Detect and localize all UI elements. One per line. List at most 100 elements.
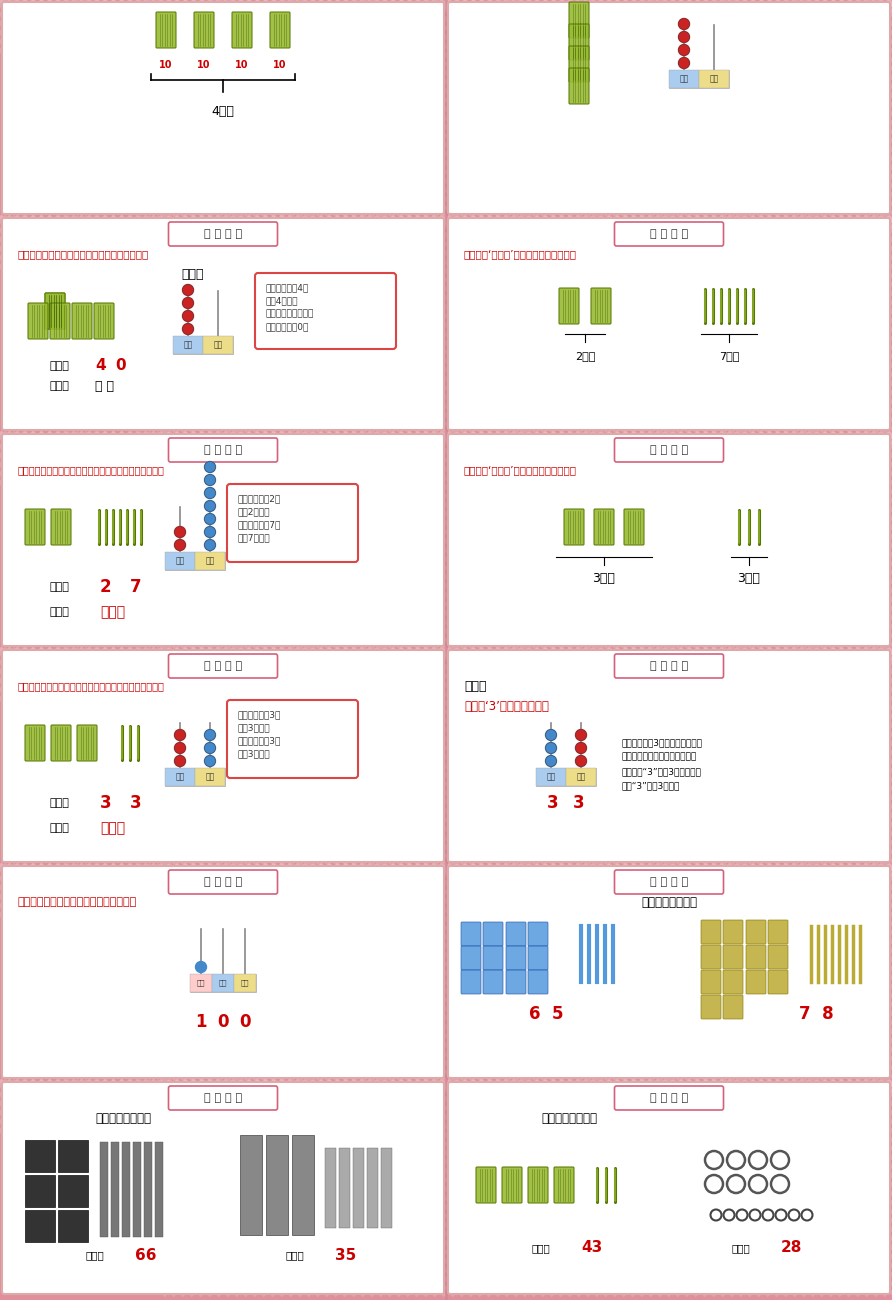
FancyBboxPatch shape bbox=[72, 303, 92, 339]
Text: 想一想：‘二十七’借助小棒怎样表示呢？: 想一想：‘二十七’借助小棒怎样表示呢？ bbox=[464, 250, 577, 259]
Text: 10: 10 bbox=[273, 60, 286, 70]
Circle shape bbox=[204, 526, 216, 537]
Circle shape bbox=[546, 729, 557, 741]
FancyBboxPatch shape bbox=[169, 870, 277, 894]
FancyBboxPatch shape bbox=[723, 994, 743, 1019]
Bar bbox=[195, 768, 225, 786]
Text: 数一数，写一写。: 数一数，写一写。 bbox=[641, 896, 697, 909]
FancyBboxPatch shape bbox=[701, 945, 721, 968]
Circle shape bbox=[183, 298, 194, 308]
Text: 先在十位上其4，: 先在十位上其4， bbox=[265, 283, 309, 292]
Text: 写作：: 写作： bbox=[531, 1243, 549, 1253]
Bar bbox=[173, 335, 203, 354]
Text: 课 堂 练 习: 课 堂 练 习 bbox=[650, 878, 688, 887]
FancyBboxPatch shape bbox=[624, 510, 644, 545]
FancyBboxPatch shape bbox=[194, 12, 214, 48]
Bar bbox=[699, 70, 729, 88]
FancyBboxPatch shape bbox=[169, 1086, 277, 1110]
FancyBboxPatch shape bbox=[701, 920, 721, 944]
Text: 7个一: 7个一 bbox=[719, 351, 739, 361]
Bar bbox=[669, 70, 729, 88]
Text: 表示7个一。: 表示7个一。 bbox=[237, 533, 269, 542]
Bar bbox=[367, 1148, 378, 1228]
Bar bbox=[190, 974, 212, 992]
FancyBboxPatch shape bbox=[461, 922, 481, 946]
Text: 写作：: 写作： bbox=[50, 361, 70, 370]
FancyBboxPatch shape bbox=[255, 273, 396, 348]
Text: 个位: 个位 bbox=[241, 980, 249, 987]
Circle shape bbox=[546, 755, 557, 767]
Text: 先在十位上其3，: 先在十位上其3， bbox=[237, 711, 280, 719]
Text: 虽然都是数字3，但是放在不同的
数位上表示的意思也不一样。十
位数上的“3”表示3个十，个位
上的“3”表示3个一。: 虽然都是数字3，但是放在不同的 数位上表示的意思也不一样。十 位数上的“3”表示… bbox=[621, 738, 702, 790]
Circle shape bbox=[195, 962, 207, 972]
Text: 个位: 个位 bbox=[709, 74, 719, 83]
FancyBboxPatch shape bbox=[746, 945, 766, 968]
Text: 个位上一个也没有，: 个位上一个也没有， bbox=[265, 309, 313, 318]
Circle shape bbox=[204, 514, 216, 524]
Circle shape bbox=[204, 474, 216, 485]
Text: 十位: 十位 bbox=[547, 772, 556, 781]
Text: 新 知 探 究: 新 知 探 究 bbox=[204, 878, 242, 887]
Text: 十位: 十位 bbox=[680, 74, 689, 83]
Text: 写作：: 写作： bbox=[285, 1251, 304, 1260]
FancyBboxPatch shape bbox=[227, 699, 358, 777]
Circle shape bbox=[183, 285, 194, 295]
FancyBboxPatch shape bbox=[448, 434, 890, 646]
Bar bbox=[165, 552, 195, 569]
FancyBboxPatch shape bbox=[615, 222, 723, 246]
FancyBboxPatch shape bbox=[2, 218, 444, 430]
Circle shape bbox=[204, 742, 216, 754]
FancyBboxPatch shape bbox=[483, 946, 503, 970]
FancyBboxPatch shape bbox=[723, 945, 743, 968]
Text: 四 十: 四 十 bbox=[95, 380, 114, 393]
FancyBboxPatch shape bbox=[528, 970, 548, 994]
Circle shape bbox=[175, 755, 186, 767]
Bar bbox=[25, 1175, 55, 1206]
Text: 思考：一百怎么在计数器上表示出来呢？: 思考：一百怎么在计数器上表示出来呢？ bbox=[18, 897, 137, 907]
Text: 个位: 个位 bbox=[213, 341, 223, 350]
FancyBboxPatch shape bbox=[723, 970, 743, 994]
FancyBboxPatch shape bbox=[528, 922, 548, 946]
Bar bbox=[212, 974, 234, 992]
Text: 新 知 探 究: 新 知 探 究 bbox=[204, 660, 242, 671]
FancyBboxPatch shape bbox=[506, 946, 526, 970]
FancyBboxPatch shape bbox=[615, 870, 723, 894]
FancyBboxPatch shape bbox=[77, 725, 97, 760]
Text: 3: 3 bbox=[574, 794, 585, 812]
FancyBboxPatch shape bbox=[25, 510, 45, 545]
Bar bbox=[536, 768, 596, 786]
Text: 小组讨论：你会借助计数器表示吗？能读写出这个数吗？: 小组讨论：你会借助计数器表示吗？能读写出这个数吗？ bbox=[18, 681, 165, 692]
Text: 2: 2 bbox=[100, 578, 112, 595]
Text: 28: 28 bbox=[781, 1240, 803, 1256]
FancyBboxPatch shape bbox=[270, 12, 290, 48]
FancyBboxPatch shape bbox=[483, 922, 503, 946]
Circle shape bbox=[175, 526, 186, 537]
FancyBboxPatch shape bbox=[25, 725, 45, 760]
Circle shape bbox=[183, 311, 194, 321]
Bar bbox=[165, 552, 225, 569]
FancyBboxPatch shape bbox=[554, 1167, 574, 1203]
Text: 课 堂 练 习: 课 堂 练 习 bbox=[650, 1093, 688, 1102]
Circle shape bbox=[183, 324, 194, 334]
Circle shape bbox=[204, 500, 216, 511]
FancyBboxPatch shape bbox=[528, 1167, 548, 1203]
Circle shape bbox=[575, 742, 587, 754]
Circle shape bbox=[204, 488, 216, 498]
Text: 表示4个十；: 表示4个十； bbox=[265, 296, 298, 306]
Text: 新 知 探 究: 新 知 探 究 bbox=[650, 660, 688, 671]
Text: 0: 0 bbox=[115, 359, 126, 373]
Circle shape bbox=[204, 540, 216, 550]
FancyBboxPatch shape bbox=[528, 946, 548, 970]
Bar bbox=[155, 1141, 163, 1238]
FancyBboxPatch shape bbox=[2, 1082, 444, 1294]
FancyBboxPatch shape bbox=[746, 920, 766, 944]
Text: 先在十位上其2，: 先在十位上其2， bbox=[237, 494, 280, 503]
Circle shape bbox=[175, 540, 186, 550]
Bar bbox=[353, 1148, 364, 1228]
FancyBboxPatch shape bbox=[448, 3, 890, 214]
Text: 十位: 十位 bbox=[176, 556, 185, 566]
Text: 表示3个一。: 表示3个一。 bbox=[237, 750, 269, 758]
Text: 10: 10 bbox=[160, 60, 173, 70]
Bar bbox=[58, 1210, 88, 1241]
FancyBboxPatch shape bbox=[594, 510, 614, 545]
